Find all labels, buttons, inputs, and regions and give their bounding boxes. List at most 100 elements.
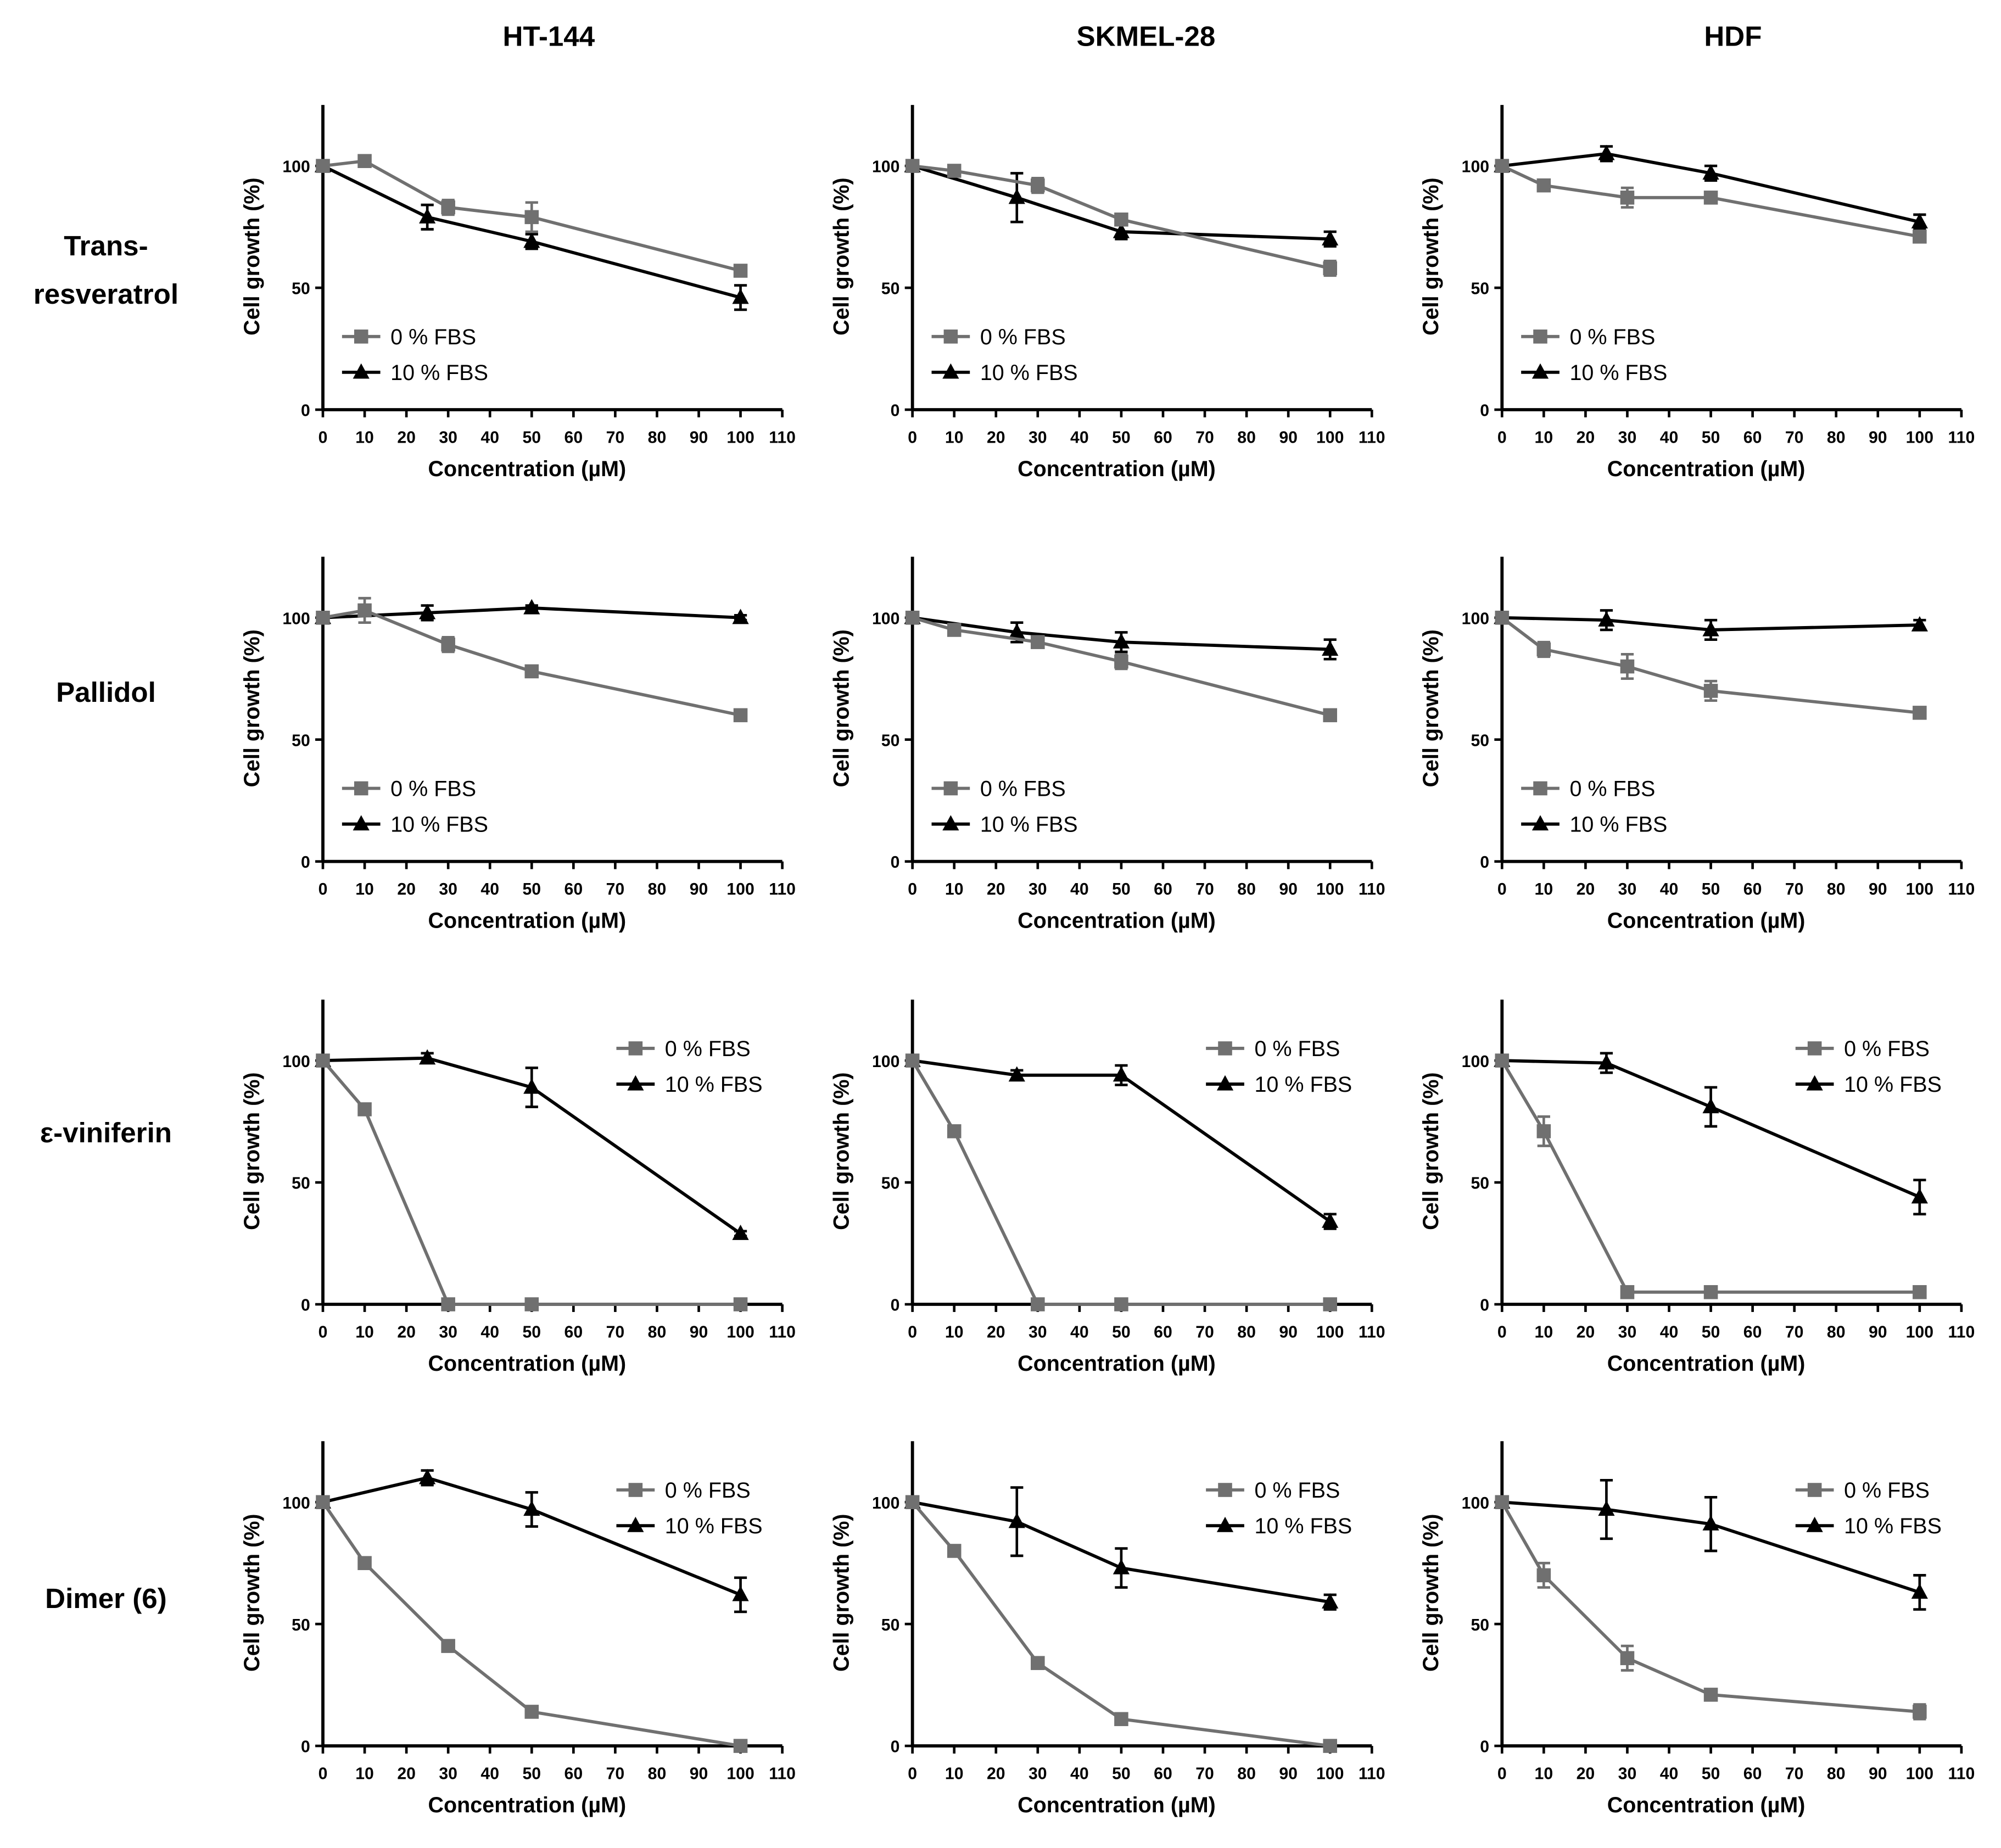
y-tick-label: 50 — [292, 1175, 310, 1193]
x-tick-label: 110 — [1359, 1765, 1385, 1783]
data-point-square — [1495, 1053, 1510, 1068]
data-point-triangle — [1911, 1188, 1928, 1204]
y-axis-label: Cell growth (%) — [829, 177, 853, 335]
data-point-square — [1620, 659, 1635, 674]
legend: 0 % FBS 10 % FBS — [1795, 1478, 1942, 1538]
y-tick-label: 100 — [872, 158, 899, 176]
x-tick-label: 10 — [355, 1323, 374, 1341]
data-point-triangle — [1702, 1515, 1719, 1531]
y-tick-label: 0 — [891, 1738, 900, 1756]
row-label: Pallidol — [56, 677, 156, 708]
data-point-square — [733, 708, 748, 723]
data-point-square — [1620, 1285, 1635, 1299]
data-point-triangle — [1702, 164, 1719, 180]
x-tick-label: 40 — [1660, 1765, 1679, 1783]
x-tick-label: 60 — [1743, 428, 1762, 446]
legend-label: 0 % FBS — [665, 1478, 751, 1503]
x-axis-label: Concentration (µM) — [428, 457, 626, 481]
y-tick-label: 50 — [881, 280, 900, 298]
y-tick-label: 100 — [1462, 158, 1489, 176]
panel-hdf-1: 0 10 20 30 40 50 60 70 80 90 100 110 0 50 100 Concentra… — [1419, 556, 1975, 933]
y-axis-label: Cell growth (%) — [240, 177, 264, 335]
x-tick-label: 110 — [1359, 1323, 1385, 1341]
data-point-square — [1703, 191, 1718, 205]
data-point-square — [357, 1102, 372, 1116]
y-tick-label: 0 — [1480, 402, 1489, 420]
x-tick-label: 100 — [1316, 880, 1344, 898]
x-tick-label: 50 — [522, 1765, 541, 1783]
data-point-square — [316, 1053, 330, 1068]
legend-square-marker — [628, 1041, 643, 1056]
series-line-10fbs — [1502, 1500, 1920, 1594]
x-tick-label: 80 — [1237, 1323, 1256, 1341]
x-tick-label: 70 — [1785, 1765, 1804, 1783]
x-tick-label: 50 — [1702, 1765, 1720, 1783]
series-line-10fbs — [912, 164, 1331, 241]
x-tick-label: 60 — [564, 880, 583, 898]
x-tick-label: 50 — [1112, 880, 1131, 898]
legend-square-marker — [354, 330, 368, 344]
data-point-square — [1114, 212, 1128, 227]
data-point-triangle — [1598, 1054, 1615, 1070]
data-point-square — [1913, 706, 1927, 720]
y-tick-label: 100 — [872, 1053, 899, 1071]
y-axis-label: Cell growth (%) — [240, 1514, 264, 1671]
x-tick-label: 40 — [1070, 1323, 1089, 1341]
x-tick-label: 80 — [1827, 428, 1846, 446]
x-tick-label: 40 — [1070, 880, 1089, 898]
x-tick-label: 90 — [690, 1765, 708, 1783]
y-axis-label: Cell growth (%) — [829, 1072, 853, 1230]
x-tick-label: 30 — [439, 1765, 457, 1783]
data-point-square — [357, 603, 372, 618]
x-tick-label: 70 — [1785, 880, 1804, 898]
row-label: Trans- — [64, 230, 148, 261]
x-axis-label: Concentration (µM) — [1607, 908, 1806, 933]
x-tick-label: 70 — [606, 880, 625, 898]
x-tick-label: 50 — [1112, 428, 1131, 446]
x-axis-label: Concentration (µM) — [1018, 1793, 1216, 1817]
data-point-square — [1031, 1297, 1045, 1311]
x-tick-label: 110 — [769, 428, 796, 446]
x-tick-label: 50 — [522, 880, 541, 898]
y-axis-label: Cell growth (%) — [1419, 629, 1443, 787]
x-tick-label: 80 — [1827, 1323, 1846, 1341]
x-tick-label: 40 — [1660, 880, 1679, 898]
legend-label: 0 % FBS — [665, 1037, 751, 1061]
x-tick-label: 70 — [1195, 880, 1214, 898]
x-tick-label: 10 — [945, 1323, 964, 1341]
x-tick-label: 10 — [945, 1765, 964, 1783]
legend-label: 0 % FBS — [1569, 777, 1655, 801]
legend-label: 10 % FBS — [1254, 1073, 1352, 1097]
x-tick-label: 50 — [522, 1323, 541, 1341]
x-tick-label: 80 — [1237, 880, 1256, 898]
x-axis-label: Concentration (µM) — [1607, 1352, 1806, 1376]
series-line-0fbs — [322, 608, 741, 717]
data-point-square — [1913, 1705, 1927, 1719]
data-point-square — [1031, 178, 1045, 193]
x-tick-label: 100 — [1316, 1323, 1344, 1341]
data-point-square — [1703, 1688, 1718, 1702]
data-point-triangle — [1598, 611, 1615, 627]
y-tick-label: 0 — [301, 1297, 310, 1315]
x-tick-label: 100 — [1316, 428, 1344, 446]
data-point-triangle — [732, 1585, 749, 1601]
legend-triangle-marker — [1216, 1516, 1234, 1532]
legend-triangle-marker — [1806, 1516, 1823, 1532]
data-point-triangle — [1008, 623, 1025, 639]
data-point-triangle — [523, 232, 540, 248]
data-point-square — [905, 610, 920, 625]
data-point-square — [1031, 635, 1045, 649]
x-tick-label: 0 — [318, 1323, 328, 1341]
y-tick-label: 50 — [1471, 280, 1489, 298]
x-tick-label: 20 — [397, 880, 416, 898]
x-tick-label: 90 — [690, 880, 708, 898]
x-tick-label: 50 — [1702, 428, 1720, 446]
x-tick-label: 110 — [769, 1323, 796, 1341]
data-point-triangle — [1008, 1512, 1025, 1528]
x-tick-label: 0 — [1497, 880, 1507, 898]
x-tick-label: 90 — [1869, 1765, 1887, 1783]
x-tick-label: 30 — [1618, 428, 1637, 446]
x-tick-label: 20 — [1577, 428, 1595, 446]
y-tick-label: 100 — [1462, 1494, 1489, 1512]
legend-square-marker — [354, 781, 368, 796]
